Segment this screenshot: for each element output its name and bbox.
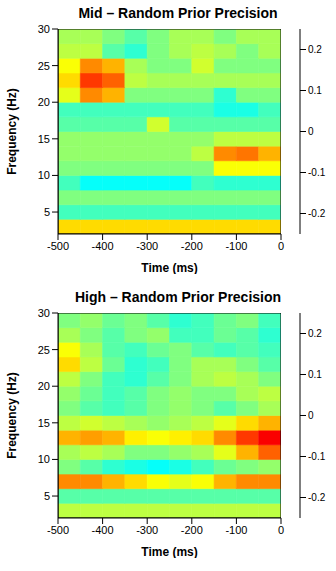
svg-text:15: 15 <box>38 417 50 429</box>
svg-text:30: 30 <box>38 308 50 319</box>
svg-text:20: 20 <box>38 96 50 108</box>
svg-text:0.2: 0.2 <box>308 328 322 339</box>
svg-text:-100: -100 <box>225 524 247 536</box>
svg-text:-100: -100 <box>225 240 247 252</box>
svg-text:-400: -400 <box>92 524 114 536</box>
svg-text:Time (ms): Time (ms) <box>141 261 197 274</box>
svg-text:-0.1: -0.1 <box>308 451 326 462</box>
svg-text:0: 0 <box>278 524 284 536</box>
svg-text:-0.2: -0.2 <box>308 208 326 219</box>
svg-text:-500: -500 <box>47 524 69 536</box>
svg-text:-300: -300 <box>136 524 158 536</box>
svg-text:0: 0 <box>308 410 314 421</box>
svg-text:-300: -300 <box>136 240 158 252</box>
svg-text:5: 5 <box>44 490 50 502</box>
svg-text:25: 25 <box>38 344 50 356</box>
svg-text:-200: -200 <box>181 524 203 536</box>
svg-text:-0.2: -0.2 <box>308 492 326 503</box>
html-text:High – Random Prior Precision: High – Random Prior Precision <box>74 289 282 305</box>
svg-text:-0.1: -0.1 <box>308 167 326 178</box>
svg-text:30: 30 <box>38 24 50 35</box>
svg-text:0: 0 <box>278 240 284 252</box>
svg-text:Time (ms): Time (ms) <box>141 545 197 558</box>
svg-text:Frequency (Hz): Frequency (Hz) <box>5 88 19 175</box>
svg-text:20: 20 <box>38 380 50 392</box>
svg-text:0: 0 <box>308 126 314 137</box>
svg-text:-400: -400 <box>92 240 114 252</box>
svg-text:25: 25 <box>38 60 50 72</box>
svg-text:0.1: 0.1 <box>308 369 322 380</box>
svg-text:15: 15 <box>38 133 50 145</box>
html-text:Mid – Random Prior Precision: Mid – Random Prior Precision <box>78 5 278 21</box>
svg-text:-200: -200 <box>181 240 203 252</box>
svg-text:Frequency (Hz): Frequency (Hz) <box>5 372 19 459</box>
svg-text:10: 10 <box>38 169 50 181</box>
svg-text:0.1: 0.1 <box>308 85 322 96</box>
svg-text:5: 5 <box>44 206 50 218</box>
svg-text:-500: -500 <box>47 240 69 252</box>
svg-text:10: 10 <box>38 453 50 465</box>
svg-text:0.2: 0.2 <box>308 44 322 55</box>
